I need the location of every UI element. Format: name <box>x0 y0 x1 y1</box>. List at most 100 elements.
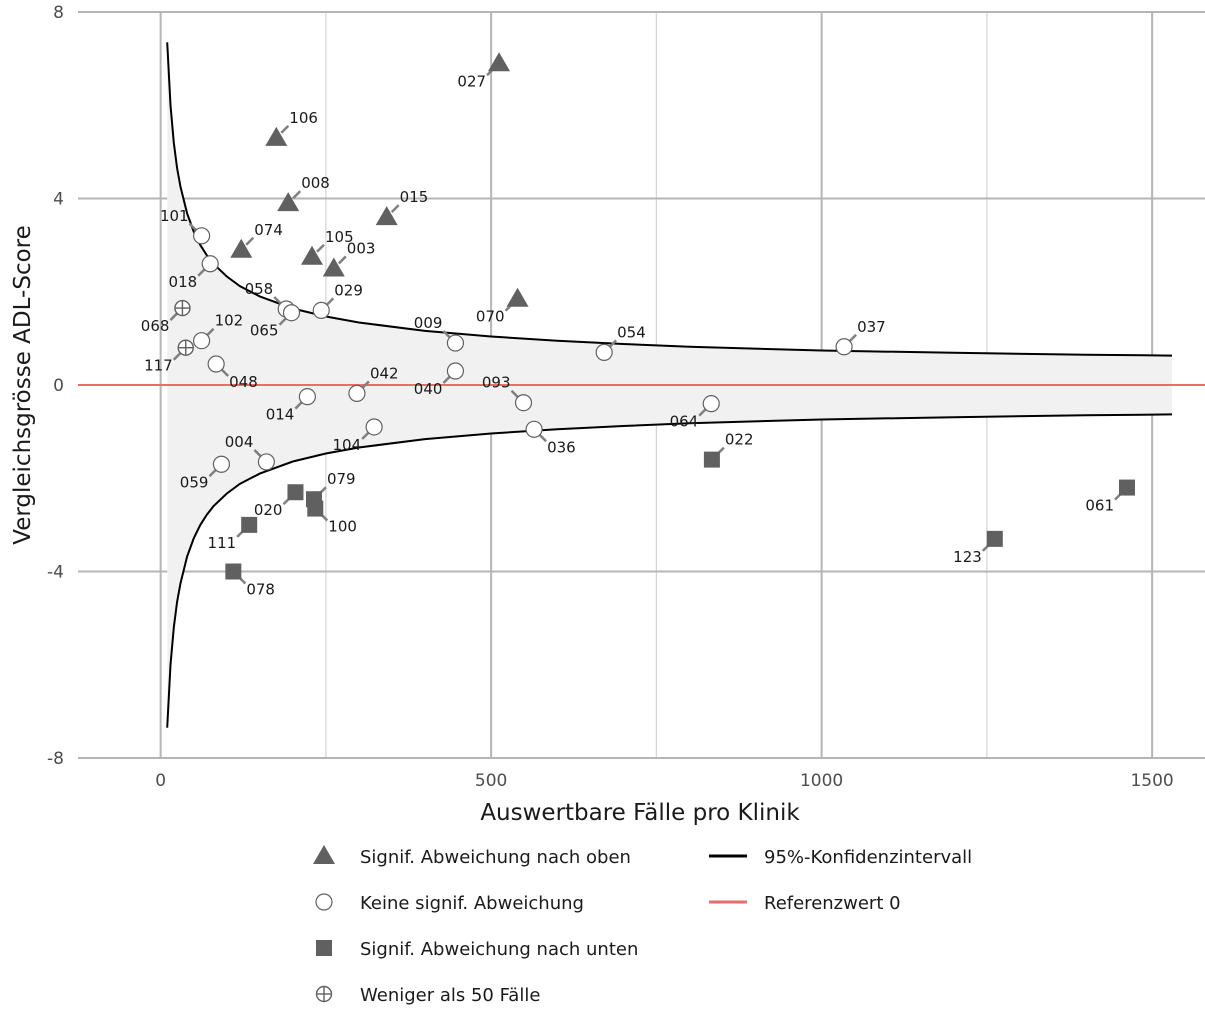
point-circle-open <box>835 338 853 356</box>
point-square <box>225 563 242 580</box>
label-leader-line <box>316 243 325 253</box>
point-label: 020 <box>254 501 283 519</box>
legend-key-triangle <box>313 845 335 864</box>
point-circle-open <box>446 334 465 352</box>
point-circle-open <box>298 388 316 406</box>
point-circle-open <box>312 301 330 319</box>
point-label: 078 <box>246 581 275 599</box>
point-label: 018 <box>169 273 198 291</box>
point-circle-open <box>207 355 225 373</box>
label-leader-line <box>208 468 218 478</box>
point-label: 079 <box>327 470 356 488</box>
label-leader-line <box>253 449 263 458</box>
point-label: 036 <box>547 438 576 456</box>
point-label: 014 <box>266 406 295 424</box>
point-label: 003 <box>347 239 376 257</box>
confidence-lower-line <box>166 413 1173 728</box>
label-leader-line <box>292 190 302 200</box>
legend-label: 95%-Konfidenzintervall <box>764 847 972 868</box>
y-tick-label: 0 <box>53 376 64 396</box>
point-square <box>287 484 304 501</box>
point-circle-open <box>212 455 231 473</box>
point-label: 008 <box>301 174 330 192</box>
point-circle-open <box>201 255 219 273</box>
point-label: 058 <box>245 280 274 298</box>
x-tick-label: 0 <box>155 771 166 791</box>
point-label: 068 <box>141 317 170 335</box>
label-leader-line <box>278 316 288 326</box>
point-label: 054 <box>617 323 646 341</box>
point-label: 042 <box>370 364 399 382</box>
point-square <box>241 516 258 533</box>
point-label: 105 <box>325 228 354 246</box>
legend-label: Keine signif. Abweichung <box>360 893 584 914</box>
label-leader-line <box>390 204 400 214</box>
point-circle-open <box>446 362 465 380</box>
point-label: 117 <box>144 357 173 375</box>
point-triangle <box>230 238 253 258</box>
point-label: 009 <box>414 314 443 332</box>
label-leader-line <box>220 368 230 377</box>
point-label: 100 <box>328 518 357 536</box>
point-label: 111 <box>208 534 237 552</box>
point-label: 015 <box>400 188 429 206</box>
point-label: 106 <box>289 109 318 127</box>
point-circle-open <box>514 394 533 412</box>
point-triangle <box>277 192 300 212</box>
label-leader-line <box>169 312 179 321</box>
legend-label: Signif. Abweichung nach unten <box>360 939 638 960</box>
point-circle-open <box>365 418 383 436</box>
point-label: 029 <box>334 281 363 299</box>
label-leader-line <box>698 407 708 417</box>
point-label: 064 <box>670 413 699 431</box>
point-label: 104 <box>332 436 361 454</box>
y-axis-title: Vergleichsgrösse ADL-Score <box>10 225 36 545</box>
confidence-upper-line <box>166 42 1173 357</box>
point-label: 102 <box>215 312 244 330</box>
point-square <box>703 451 720 468</box>
point-circle-plus <box>177 339 194 356</box>
legend-label: Signif. Abweichung nach oben <box>360 847 631 868</box>
label-leader-line <box>273 296 283 305</box>
point-label: 059 <box>180 473 209 491</box>
y-tick-label: -4 <box>47 563 64 583</box>
point-circle-open <box>595 343 613 361</box>
label-leader-line <box>510 389 520 399</box>
label-leader-line <box>337 255 347 265</box>
point-triangle <box>506 287 529 307</box>
point-label: 123 <box>953 548 982 566</box>
x-axis-title: Auswertbare Fälle pro Klinik <box>480 800 800 826</box>
point-label: 061 <box>1085 497 1114 515</box>
x-tick-label: 1000 <box>800 771 843 791</box>
label-leader-line <box>538 433 547 443</box>
x-tick-label: 1500 <box>1130 771 1173 791</box>
label-leader-line <box>361 431 371 440</box>
point-circle-open <box>702 395 720 413</box>
point-label: 022 <box>725 431 754 449</box>
legend-key-circle-open <box>315 893 333 911</box>
label-leader-line <box>361 380 370 390</box>
point-square <box>986 530 1003 547</box>
point-label: 040 <box>414 380 443 398</box>
point-triangle <box>375 206 398 226</box>
legend-key-square <box>316 940 332 956</box>
point-label: 101 <box>160 207 189 225</box>
y-tick-label: 4 <box>53 190 64 210</box>
point-circle-open <box>525 420 543 438</box>
label-leader-line <box>442 330 452 339</box>
label-leader-line <box>848 333 857 343</box>
legend-label: Weniger als 50 Fälle <box>360 985 540 1006</box>
point-circle-open <box>257 453 275 471</box>
point-label: 037 <box>857 318 886 336</box>
point-square <box>1119 479 1136 496</box>
label-leader-line <box>172 351 182 361</box>
point-triangle <box>488 52 511 72</box>
point-label: 074 <box>254 221 283 239</box>
label-leader-line <box>442 375 452 384</box>
label-leader-line <box>245 236 255 246</box>
point-label: 065 <box>250 322 279 340</box>
x-tick-label: 500 <box>475 771 507 791</box>
